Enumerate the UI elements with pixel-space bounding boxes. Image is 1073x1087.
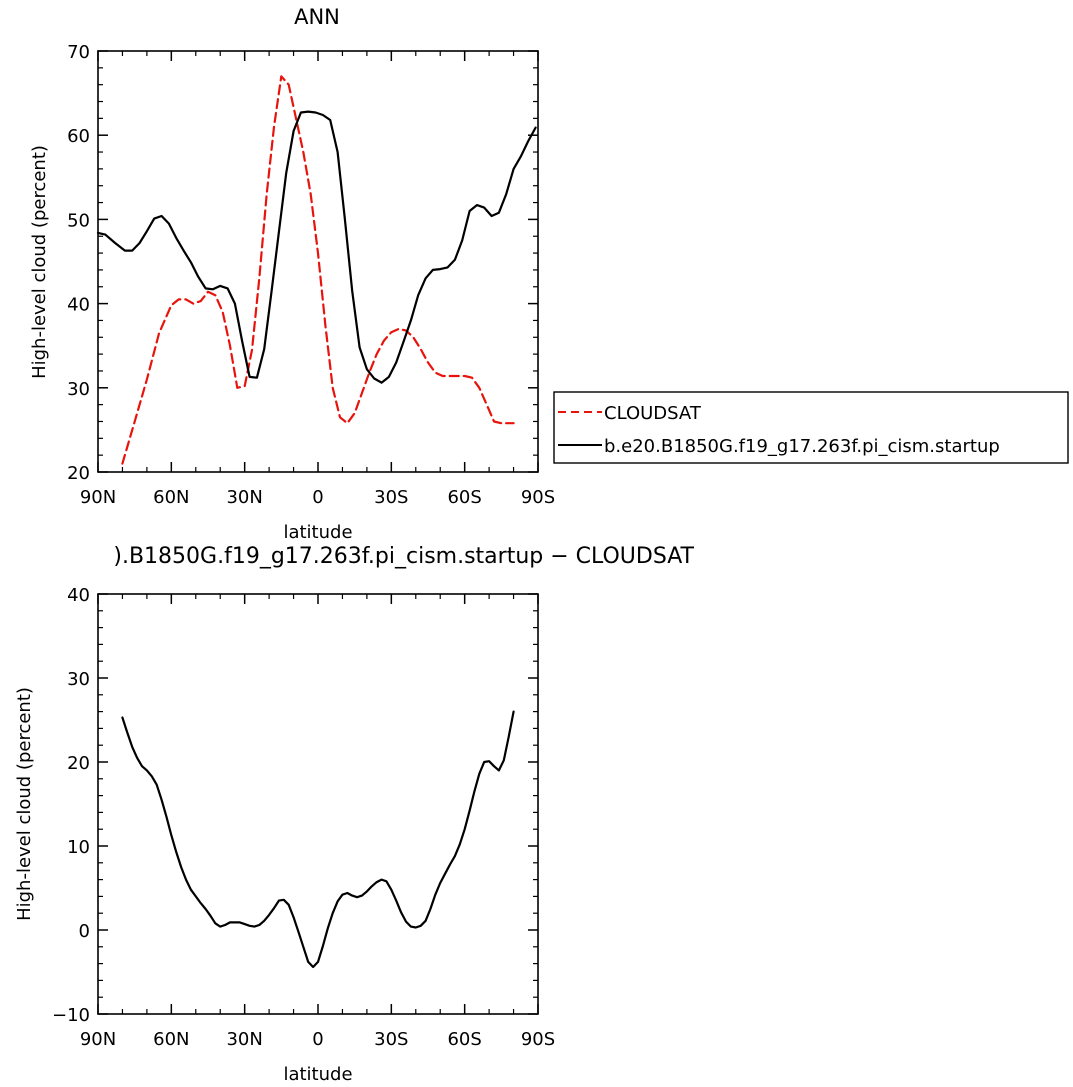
series-line-difference bbox=[121, 710, 515, 969]
panel-2-y-axis-label: High-level cloud (percent) bbox=[14, 687, 35, 921]
panel-1-title: ANN bbox=[294, 5, 340, 29]
x-tick-label: 90S bbox=[521, 487, 555, 508]
legend-box bbox=[553, 391, 1069, 464]
y-tick-label: 20 bbox=[67, 463, 90, 484]
x-tick-label: 90N bbox=[80, 1029, 116, 1050]
legend-label-model: b.e20.B1850G.f19_g17.263f.pi_cism.startu… bbox=[604, 436, 1000, 457]
y-tick-label: 60 bbox=[67, 126, 90, 147]
series-line-b-e20-b1850g-f19-g17-263f-pi-cism-startup bbox=[96, 110, 537, 384]
x-tick-label: 60S bbox=[447, 1029, 481, 1050]
x-tick-label: 90S bbox=[521, 1029, 555, 1050]
panel-1-axis-ticks: 90N 60N 30N 0 30S 60S 90S 20 30 40 50 60 70 bbox=[67, 42, 555, 508]
x-tick-label: 60N bbox=[153, 487, 189, 508]
y-tick-label: 0 bbox=[79, 921, 90, 942]
x-tick-label: 60S bbox=[447, 487, 481, 508]
y-tick-label: 20 bbox=[67, 753, 90, 774]
x-tick-label: 60N bbox=[153, 1029, 189, 1050]
y-tick-label: 30 bbox=[67, 669, 90, 690]
panel-2-axis-ticks: 90N 60N 30N 0 30S 60S 90S −10 0 10 20 30 40 bbox=[52, 585, 555, 1050]
x-tick-label: 0 bbox=[312, 487, 323, 508]
x-tick-label: 30N bbox=[226, 487, 262, 508]
y-tick-label: 70 bbox=[67, 42, 90, 63]
x-tick-label: 90N bbox=[80, 487, 116, 508]
legend: CLOUDSAT b.e20.B1850G.f19_g17.263f.pi_ci… bbox=[553, 391, 1069, 464]
panel-1: ANN 90N 60N 30N 0 30S 60S 90S 20 30 40 50 60 70 lati… bbox=[29, 5, 555, 543]
panel-1-x-axis-label: latitude bbox=[283, 522, 352, 543]
y-tick-label: 40 bbox=[67, 295, 90, 316]
panel-2-series bbox=[121, 710, 515, 969]
y-tick-label: 10 bbox=[67, 837, 90, 858]
x-tick-label: 0 bbox=[312, 1029, 323, 1050]
y-tick-label: −10 bbox=[52, 1005, 90, 1026]
panel-2: ).B1850G.f19_g17.263f.pi_cism.startup − … bbox=[14, 544, 695, 1085]
x-tick-label: 30S bbox=[374, 1029, 408, 1050]
panel-1-series bbox=[96, 75, 537, 465]
panel-1-y-axis-label: High-level cloud (percent) bbox=[29, 145, 50, 379]
legend-label-cloudsat: CLOUDSAT bbox=[604, 403, 702, 424]
panel-2-x-axis-label: latitude bbox=[283, 1064, 352, 1085]
x-tick-label: 30N bbox=[226, 1029, 262, 1050]
series-line-cloudsat bbox=[121, 75, 515, 465]
y-tick-label: 30 bbox=[67, 379, 90, 400]
x-tick-label: 30S bbox=[374, 487, 408, 508]
panel-2-title: ).B1850G.f19_g17.263f.pi_cism.startup − … bbox=[113, 544, 694, 569]
y-tick-label: 40 bbox=[67, 585, 90, 606]
y-tick-label: 50 bbox=[67, 210, 90, 231]
